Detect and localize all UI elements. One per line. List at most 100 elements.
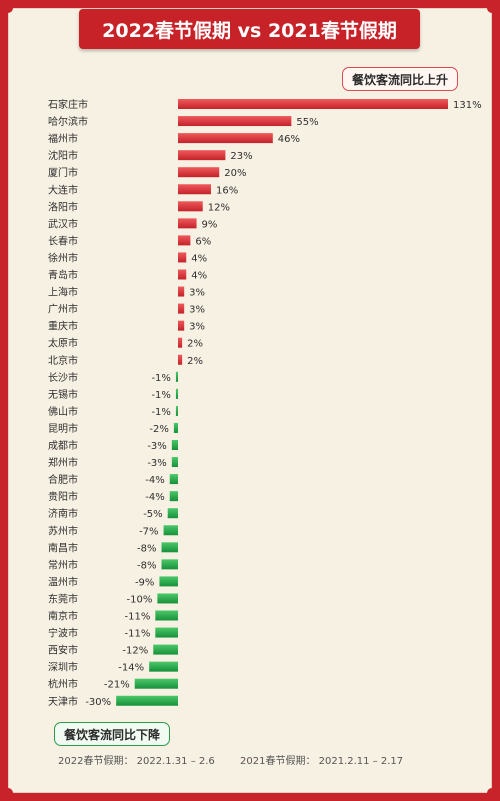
city-label: 哈尔滨市 [48, 115, 88, 128]
value-label: 3% [189, 322, 205, 333]
bar-decrease [155, 610, 178, 621]
city-label: 佛山市 [48, 405, 78, 418]
bar-decrease [157, 593, 178, 604]
bar-increase [178, 354, 183, 365]
bar-decrease [159, 576, 178, 587]
value-label: -21% [104, 680, 130, 691]
value-label: -4% [145, 492, 164, 503]
city-label: 郑州市 [48, 456, 78, 469]
city-label: 石家庄市 [48, 98, 88, 111]
value-label: 16% [216, 185, 238, 196]
city-label: 大连市 [48, 183, 78, 196]
city-label: 广州市 [48, 303, 78, 316]
city-label: 贵阳市 [48, 490, 78, 503]
corner-ornament [487, 3, 497, 13]
city-label: 长春市 [48, 234, 78, 247]
city-label: 洛阳市 [48, 200, 78, 213]
city-label: 沈阳市 [48, 149, 78, 162]
bar-decrease [175, 371, 178, 382]
city-label: 常州市 [48, 558, 78, 571]
value-label: -1% [151, 390, 170, 401]
city-label: 成都市 [48, 439, 78, 452]
bar-increase [178, 133, 273, 144]
bar-increase [178, 320, 185, 331]
city-label: 徐州市 [48, 251, 78, 264]
bar-decrease [153, 644, 178, 655]
corner-ornament [3, 3, 13, 13]
value-label: -2% [149, 424, 168, 435]
bar-increase [178, 269, 187, 280]
city-label: 厦门市 [48, 166, 78, 179]
value-label: 4% [191, 271, 207, 282]
bar-decrease [175, 388, 178, 399]
bar-decrease [171, 440, 178, 450]
bar-increase [178, 286, 185, 297]
bar-decrease [155, 627, 178, 638]
value-label: -9% [135, 577, 154, 588]
value-label: 2% [187, 339, 203, 350]
value-label: -1% [151, 407, 170, 418]
value-label: -7% [139, 526, 158, 537]
value-label: -8% [137, 560, 156, 571]
bar-increase [178, 116, 292, 127]
footnote-2021: 2021春节假期： 2021.2.11 – 2.17 [240, 756, 404, 767]
value-label: 46% [278, 134, 300, 145]
city-label: 北京市 [48, 354, 78, 367]
city-label: 南昌市 [48, 541, 78, 554]
value-label: -10% [127, 594, 153, 605]
bar-decrease [161, 542, 178, 553]
bar-decrease [167, 508, 178, 519]
value-label: -11% [124, 629, 150, 640]
bar-increase [178, 99, 448, 109]
city-label: 南京市 [48, 610, 78, 623]
corner-ornament [3, 788, 13, 798]
city-label: 无锡市 [48, 388, 78, 401]
city-label: 深圳市 [48, 661, 78, 674]
value-label: 9% [202, 219, 218, 230]
chart-title: 2022春节假期 vs 2021春节假期 [79, 9, 420, 49]
value-label: 131% [453, 100, 482, 111]
bar-decrease [169, 491, 178, 502]
bar-decrease [169, 474, 178, 485]
value-label: -12% [122, 646, 148, 657]
legend-increase: 餐饮客流同比上升 [341, 67, 458, 91]
city-label: 昆明市 [48, 422, 78, 435]
value-label: 12% [208, 202, 230, 213]
value-label: -4% [145, 475, 164, 486]
footnote-2022: 2022春节假期： 2022.1.31 – 2.6 [58, 756, 215, 767]
value-label: -3% [147, 458, 166, 469]
value-label: -30% [85, 697, 111, 708]
value-label: 4% [191, 253, 207, 264]
bar-decrease [163, 525, 178, 536]
value-label: -1% [151, 373, 170, 384]
value-label: 23% [230, 151, 252, 162]
city-label: 武汉市 [48, 217, 78, 230]
bar-decrease [161, 559, 178, 570]
bar-increase [178, 235, 191, 246]
value-label: -8% [137, 543, 156, 554]
value-label: 20% [224, 168, 246, 179]
value-label: 55% [296, 117, 318, 128]
city-label: 西安市 [48, 644, 78, 657]
city-label: 青岛市 [48, 269, 78, 282]
bar-increase [178, 150, 226, 161]
bar-decrease [175, 405, 178, 416]
value-label: 3% [189, 305, 205, 316]
bar-increase [178, 184, 211, 195]
value-label: 6% [195, 236, 211, 247]
city-label: 东莞市 [48, 592, 78, 605]
city-label: 杭州市 [48, 678, 78, 691]
city-label: 长沙市 [48, 371, 78, 384]
value-label: -5% [143, 509, 162, 520]
bar-increase [178, 167, 220, 178]
city-label: 福州市 [48, 132, 78, 145]
bar-decrease [116, 695, 178, 706]
city-label: 上海市 [48, 286, 78, 299]
value-label: 2% [187, 356, 203, 367]
value-label: -3% [147, 441, 166, 452]
city-label: 重庆市 [48, 320, 78, 333]
bar-decrease [149, 661, 178, 672]
corner-ornament [487, 788, 497, 798]
bar-decrease [134, 678, 178, 689]
bar-decrease [173, 422, 178, 433]
